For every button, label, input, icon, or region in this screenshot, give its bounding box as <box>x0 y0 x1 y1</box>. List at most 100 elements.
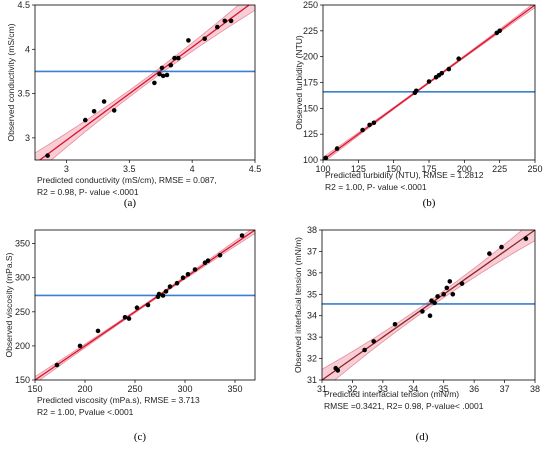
x-axis-label: Predicted viscosity (mPa.s), RMSE = 3.71… <box>37 395 200 405</box>
y-tick-label: 250 <box>15 307 30 317</box>
stats-caption: R2 = 1.00, P- value <.0001 <box>325 182 427 192</box>
y-tick-label: 32 <box>307 354 317 364</box>
data-point <box>174 280 180 286</box>
y-tick-label: 250 <box>303 0 318 10</box>
panel-label: (c) <box>134 431 147 443</box>
panel-label: (b) <box>423 197 436 209</box>
x-tick-label: 4 <box>190 164 195 174</box>
data-point <box>362 347 367 353</box>
data-point <box>499 244 504 250</box>
data-point <box>164 72 170 78</box>
x-tick-label: 175 <box>421 164 436 174</box>
y-axis-label: Observed interfacial tension (mN/m) <box>293 237 303 373</box>
data-point <box>172 55 177 61</box>
y-tick-label: 200 <box>15 341 30 351</box>
data-point <box>450 292 456 297</box>
plot-frame <box>34 229 256 381</box>
data-point <box>205 258 211 264</box>
y-tick-label: 33 <box>307 332 317 342</box>
data-point <box>217 252 223 258</box>
data-point <box>167 284 173 289</box>
y-tick-label: 350 <box>15 239 30 249</box>
x-axis-label: Predicted conductivity (mS/cm), RMSE = 0… <box>37 175 217 185</box>
plot-frame <box>321 229 536 381</box>
data-point <box>122 315 128 320</box>
data-point <box>487 251 492 256</box>
data-point <box>367 122 372 128</box>
y-tick-label: 150 <box>15 375 30 385</box>
panel-b: 100 125 150 175 200 225 250 100 125 150 175 200 225 2… <box>294 0 543 209</box>
y-tick-label: 31 <box>307 375 317 385</box>
plot-frame <box>34 4 256 161</box>
data-point <box>159 65 165 71</box>
data-point <box>446 66 452 72</box>
y-tick-label: 175 <box>303 78 318 88</box>
panel-a: 3 3.5 4 4.5 3 3.5 4 4.5 Observed conductivity (m… <box>6 0 261 209</box>
data-point <box>215 24 220 30</box>
data-point <box>168 62 174 68</box>
data-point <box>435 294 440 299</box>
data-point <box>392 322 398 327</box>
data-point <box>156 291 162 297</box>
x-axis-label: Predicted interfacial tension (mN/m) <box>324 389 459 399</box>
stats-caption: R2 = 0.98, P- value <.0001 <box>37 187 139 197</box>
x-tick-label: 225 <box>492 164 507 174</box>
data-point <box>157 71 162 77</box>
data-point <box>447 279 453 284</box>
y-axis-label: Observed viscosity (mPa.S) <box>4 252 14 357</box>
x-tick-label: 250 <box>127 384 142 394</box>
x-tick-label: 150 <box>27 384 42 394</box>
data-point <box>145 302 151 308</box>
x-tick-label: 250 <box>527 164 542 174</box>
x-tick-label: 3.5 <box>123 164 136 174</box>
data-point <box>202 36 207 41</box>
data-point <box>439 70 445 76</box>
data-point <box>134 305 140 311</box>
x-tick-label: 100 <box>315 164 330 174</box>
data-point <box>192 267 198 272</box>
y-tick-label: 300 <box>15 273 30 283</box>
data-point <box>186 38 191 43</box>
y-axis-label: Observed conductivity (mS/cm) <box>6 23 16 141</box>
data-point <box>91 109 97 114</box>
y-tick-label: 125 <box>303 129 318 139</box>
y-tick-label: 35 <box>307 289 317 299</box>
data-point <box>54 362 60 368</box>
data-point <box>126 316 132 321</box>
data-point <box>456 56 462 61</box>
x-tick-label: 34 <box>408 384 418 394</box>
y-tick-label: 4.5 <box>17 0 30 10</box>
x-tick-label: 32 <box>347 384 357 394</box>
data-point <box>45 153 50 158</box>
data-point <box>523 236 529 241</box>
x-tick-label: 200 <box>457 164 472 174</box>
x-tick-label: 31 <box>317 384 327 394</box>
fit-line <box>38 5 251 160</box>
data-point <box>176 55 181 61</box>
data-point <box>163 289 169 294</box>
plot-area <box>35 5 255 160</box>
y-tick-label: 36 <box>307 268 317 278</box>
panel-label: (d) <box>416 431 429 443</box>
data-point <box>160 293 166 298</box>
data-point <box>323 155 329 160</box>
y-tick-label: 200 <box>303 52 318 62</box>
plot-area <box>323 5 535 160</box>
y-tick-label: 4 <box>25 44 30 54</box>
y-tick-label: 100 <box>303 155 318 165</box>
data-point <box>432 300 437 306</box>
data-point <box>335 368 341 373</box>
data-point <box>160 73 166 79</box>
plot-area <box>322 230 535 380</box>
x-tick-label: 33 <box>378 384 388 394</box>
panel-label: (a) <box>124 197 137 209</box>
confidence-band-lower <box>334 240 535 380</box>
confidence-band-upper <box>322 230 523 370</box>
x-tick-label: 38 <box>530 384 540 394</box>
data-point <box>444 285 450 291</box>
stats-caption: R2 = 1.00, Pvalue <.0001 <box>37 407 134 417</box>
data-point <box>371 120 377 126</box>
x-tick-label: 150 <box>386 164 401 174</box>
